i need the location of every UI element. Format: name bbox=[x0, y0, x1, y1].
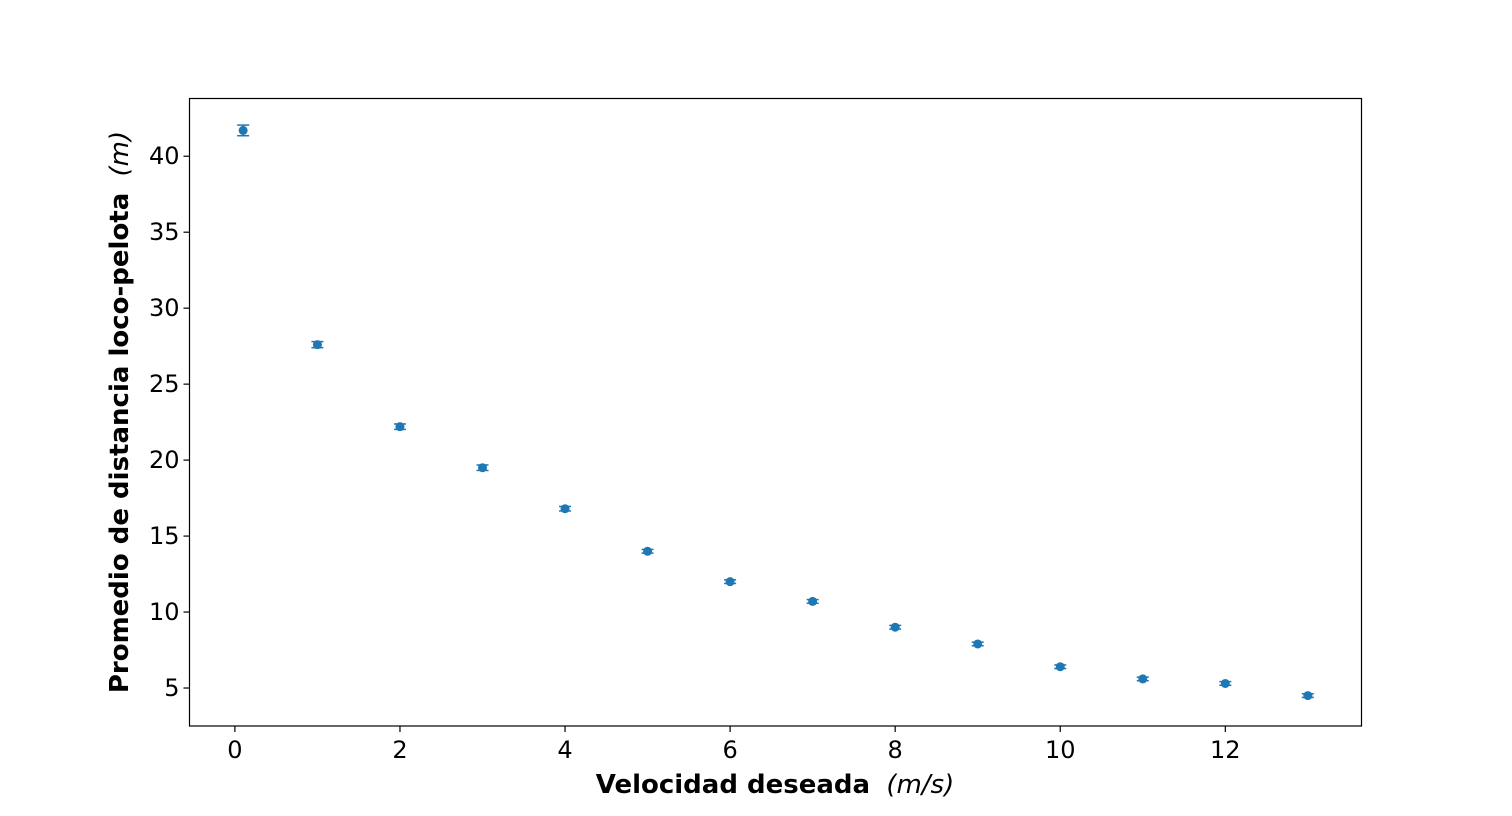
data-point bbox=[890, 622, 900, 632]
x-tick-label: 12 bbox=[1210, 736, 1241, 764]
data-point bbox=[973, 639, 983, 649]
y-tick-label: 5 bbox=[164, 674, 179, 702]
y-tick-label: 20 bbox=[149, 446, 180, 474]
data-point bbox=[238, 125, 248, 135]
x-axis-label: Velocidad deseada (m/s) bbox=[596, 770, 955, 800]
y-axis: 5 10 15 20 25 30 35 40 bbox=[149, 142, 190, 702]
data-point bbox=[808, 596, 818, 606]
y-tick-label: 15 bbox=[149, 522, 180, 550]
x-tick-label: 2 bbox=[392, 736, 407, 764]
data-point bbox=[1303, 691, 1313, 701]
x-axis-label-text: Velocidad deseada bbox=[596, 770, 870, 800]
data-point bbox=[1220, 678, 1230, 688]
data-point bbox=[560, 504, 570, 514]
data-point bbox=[312, 340, 322, 350]
y-tick-label: 35 bbox=[149, 218, 180, 246]
y-tick-label: 10 bbox=[149, 598, 180, 626]
x-tick-label: 8 bbox=[888, 736, 903, 764]
y-tick-label: 30 bbox=[149, 294, 180, 322]
x-tick-label: 4 bbox=[557, 736, 572, 764]
y-tick-label: 25 bbox=[149, 370, 180, 398]
y-axis-label-unit: (m) bbox=[105, 131, 135, 177]
y-tick-label: 40 bbox=[149, 142, 180, 170]
data-point bbox=[643, 546, 653, 556]
x-tick-label: 10 bbox=[1045, 736, 1076, 764]
data-point bbox=[1138, 674, 1148, 684]
data-point bbox=[395, 422, 405, 432]
data-point bbox=[1055, 662, 1065, 672]
x-axis: 0 2 4 6 8 10 12 bbox=[227, 726, 1241, 764]
y-axis-label-text: Promedio de distancia loco-pelota bbox=[105, 193, 135, 693]
data-series bbox=[237, 124, 1314, 701]
plot-frame bbox=[188, 97, 1363, 727]
data-point bbox=[478, 463, 487, 473]
data-point bbox=[725, 577, 735, 587]
x-tick-label: 6 bbox=[722, 736, 737, 764]
x-axis-label-unit: (m/s) bbox=[886, 770, 954, 800]
y-axis-label: Promedio de distancia loco-pelota (m) bbox=[105, 131, 135, 693]
x-tick-label: 0 bbox=[227, 736, 242, 764]
